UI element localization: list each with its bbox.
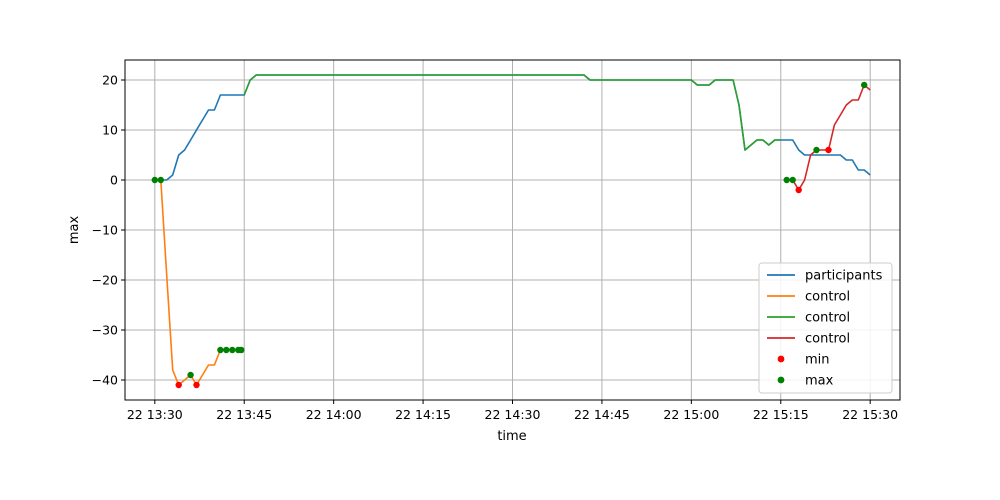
scatter-point-max (187, 371, 194, 379)
scatter-point-max (151, 176, 158, 184)
scatter-point-max (813, 146, 820, 154)
scatter-point-max (217, 346, 224, 354)
scatter-point-min (175, 381, 182, 389)
legend-entry-label: min (805, 353, 830, 368)
x-tick-label: 22 15:30 (842, 407, 898, 422)
x-axis-ticks: 22 13:30 22 13:45 22 14:00 22 14:15 22 14:30… (127, 400, 898, 422)
y-tick-label: 20 (102, 73, 118, 88)
scatter-point-min (795, 186, 802, 194)
scatter-point-min (825, 146, 832, 154)
legend-entry-label: control (805, 290, 850, 305)
series-line-2 (243, 74, 781, 151)
x-tick-label: 22 13:45 (216, 407, 272, 422)
y-axis-ticks: 20 10 0 −10 −20 −30 −40 (92, 73, 125, 388)
grid (125, 60, 900, 400)
x-tick-label: 22 15:00 (663, 407, 719, 422)
legend-entry-label: control (805, 332, 850, 347)
legend-entry-label: control (805, 311, 850, 326)
x-tick-label: 22 14:00 (306, 407, 362, 422)
y-tick-label: −40 (92, 373, 118, 388)
x-tick-label: 22 14:15 (395, 407, 451, 422)
y-tick-label: −10 (92, 223, 118, 238)
y-tick-label: −20 (92, 273, 118, 288)
legend-entry-label: max (805, 374, 834, 389)
scatter-point-max (157, 176, 164, 184)
legend-dot-swatch (777, 376, 785, 384)
y-tick-label: −30 (92, 323, 118, 338)
y-tick-label: 0 (110, 173, 118, 188)
x-tick-label: 22 14:45 (574, 407, 630, 422)
legend-dot-swatch (777, 355, 785, 363)
legend-entry-label: participants (805, 269, 883, 284)
x-tick-label: 22 15:15 (753, 407, 809, 422)
x-tick-label: 22 13:30 (127, 407, 183, 422)
scatter-point-max (238, 346, 245, 354)
scatter-point-max (861, 81, 868, 89)
y-axis-label: max (67, 216, 82, 245)
scatter-point-max (229, 346, 236, 354)
y-tick-label: 10 (102, 123, 118, 138)
scatter-point-max (783, 176, 790, 184)
scatter-point-max (789, 176, 796, 184)
x-axis-label: time (497, 429, 526, 444)
x-tick-label: 22 14:30 (485, 407, 541, 422)
scatter-point-min (193, 381, 200, 389)
legend: participants control control control min max (758, 262, 893, 394)
scatter-point-max (223, 346, 230, 354)
scatter-markers (151, 81, 868, 389)
